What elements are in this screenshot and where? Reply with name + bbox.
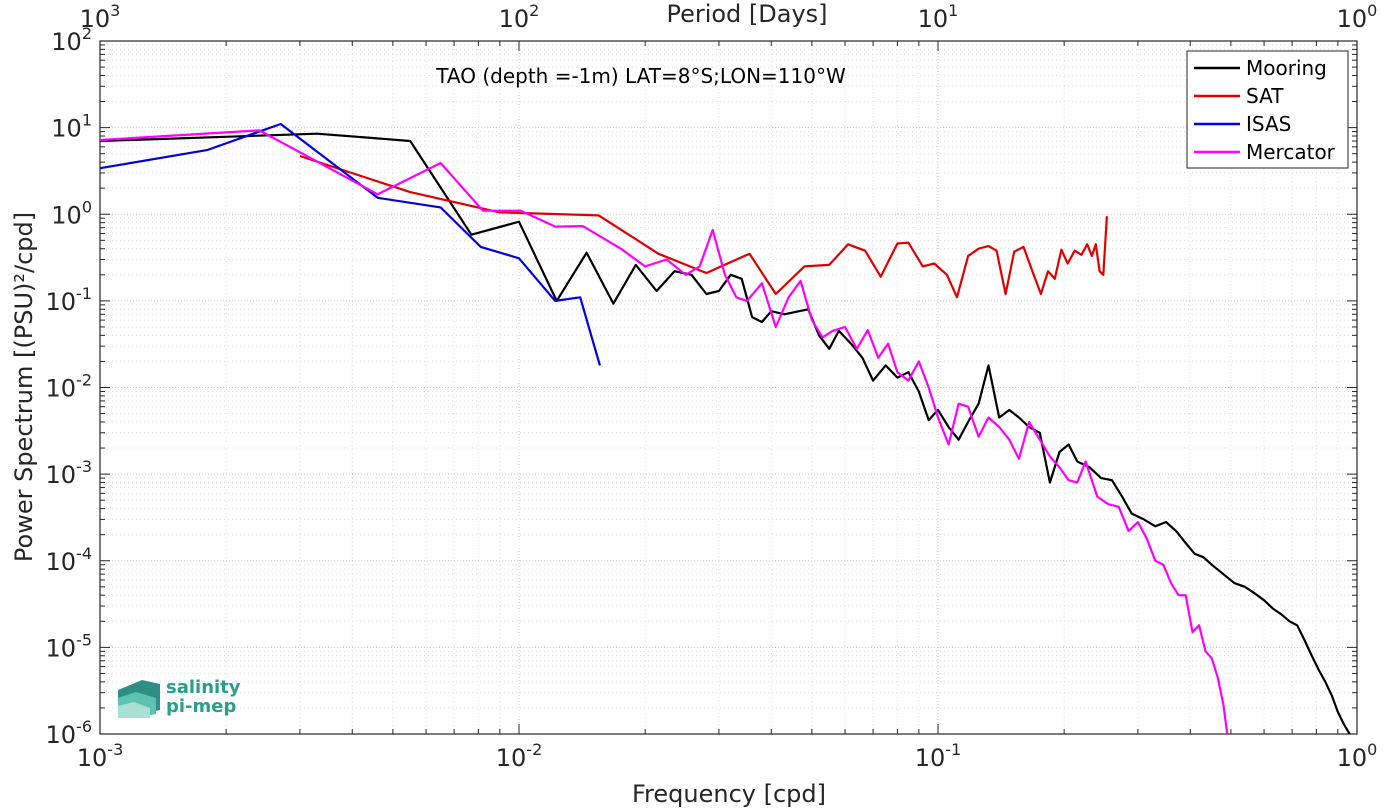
plot-title: TAO (depth =-1m) LAT=8°S;LON=110°W: [435, 64, 846, 88]
y-tick-label: 100: [51, 197, 92, 229]
y-tick-label: 10-6: [46, 717, 93, 749]
legend-label-mercator: Mercator: [1246, 140, 1336, 164]
y-tick-label: 10-3: [46, 457, 93, 489]
y-tick-label: 10-4: [46, 544, 93, 576]
series-line-mercator: [99, 129, 1229, 735]
x-tick-label: 100: [1337, 740, 1378, 772]
y-tick-label: 10-1: [46, 284, 93, 316]
legend: Mooring SAT ISAS Mercator: [1186, 50, 1349, 169]
top-x-tick-label: 101: [918, 1, 959, 33]
legend-label-mooring: Mooring: [1246, 56, 1327, 80]
series-line-mooring: [99, 132, 1351, 735]
salinity-pimep-logo: salinity pi-mep: [118, 677, 241, 718]
x-tick-label: 10-2: [496, 740, 543, 772]
legend-label-sat: SAT: [1246, 84, 1284, 108]
x-tick-label: 10-3: [77, 740, 124, 772]
series-layer: [99, 122, 1351, 735]
axis-ticks: [99, 40, 1358, 735]
top-x-tick-label: 102: [499, 1, 540, 33]
legend-label-isas: ISAS: [1246, 112, 1291, 136]
x-tick-label: 10-1: [915, 740, 962, 772]
series-line-isas: [99, 122, 601, 366]
logo-text-pimep: pi-mep: [166, 696, 236, 717]
y-tick-label: 102: [51, 24, 92, 56]
top-x-axis-title: Period [Days]: [666, 0, 827, 28]
logo-mark-front: [118, 702, 150, 718]
minor-gridlines: [100, 41, 1357, 734]
y-tick-label: 10-2: [46, 371, 93, 403]
series-line-sat: [299, 154, 1108, 299]
major-gridlines: [100, 41, 1357, 734]
logo-text-salinity: salinity: [166, 677, 241, 698]
x-axis-title: Frequency [cpd]: [632, 780, 826, 808]
y-tick-label: 10-5: [46, 630, 93, 662]
top-x-tick-label: 100: [1337, 1, 1378, 33]
y-tick-label: 101: [51, 111, 92, 143]
top-x-tick-label: 103: [80, 1, 121, 33]
legend-box: [1186, 50, 1349, 169]
y-axis-title: Power Spectrum [(PSU)²/cpd]: [10, 212, 38, 562]
